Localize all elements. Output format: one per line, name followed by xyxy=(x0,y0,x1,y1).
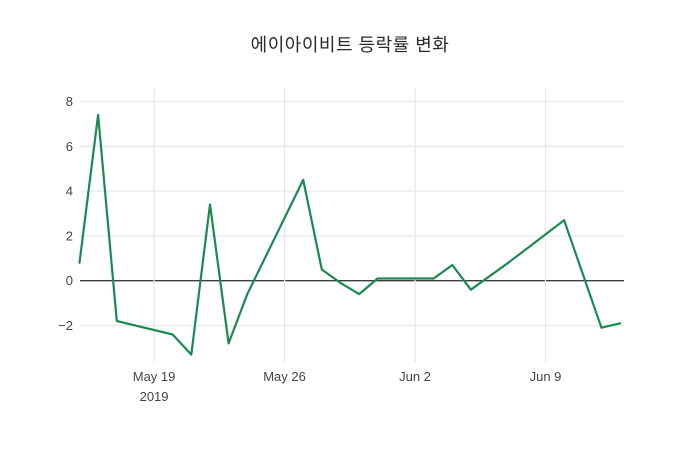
y-tick-label: 4 xyxy=(66,184,73,199)
x-tick-label: May 19 xyxy=(133,369,176,384)
y-tick-label: 2 xyxy=(66,228,73,243)
x-tick-label: May 26 xyxy=(263,369,306,384)
y-tick-label: −2 xyxy=(58,318,73,333)
y-tick-label: 0 xyxy=(66,273,73,288)
y-tick-label: 8 xyxy=(66,94,73,109)
x-tick-label: Jun 2 xyxy=(399,369,431,384)
price-change-line xyxy=(78,113,622,356)
x-tick-label: Jun 9 xyxy=(530,369,562,384)
x-tick-year-label: 2019 xyxy=(140,389,169,404)
chart-title: 에이아이비트 등락률 변화 xyxy=(250,35,450,55)
y-tick-label: 6 xyxy=(66,139,73,154)
